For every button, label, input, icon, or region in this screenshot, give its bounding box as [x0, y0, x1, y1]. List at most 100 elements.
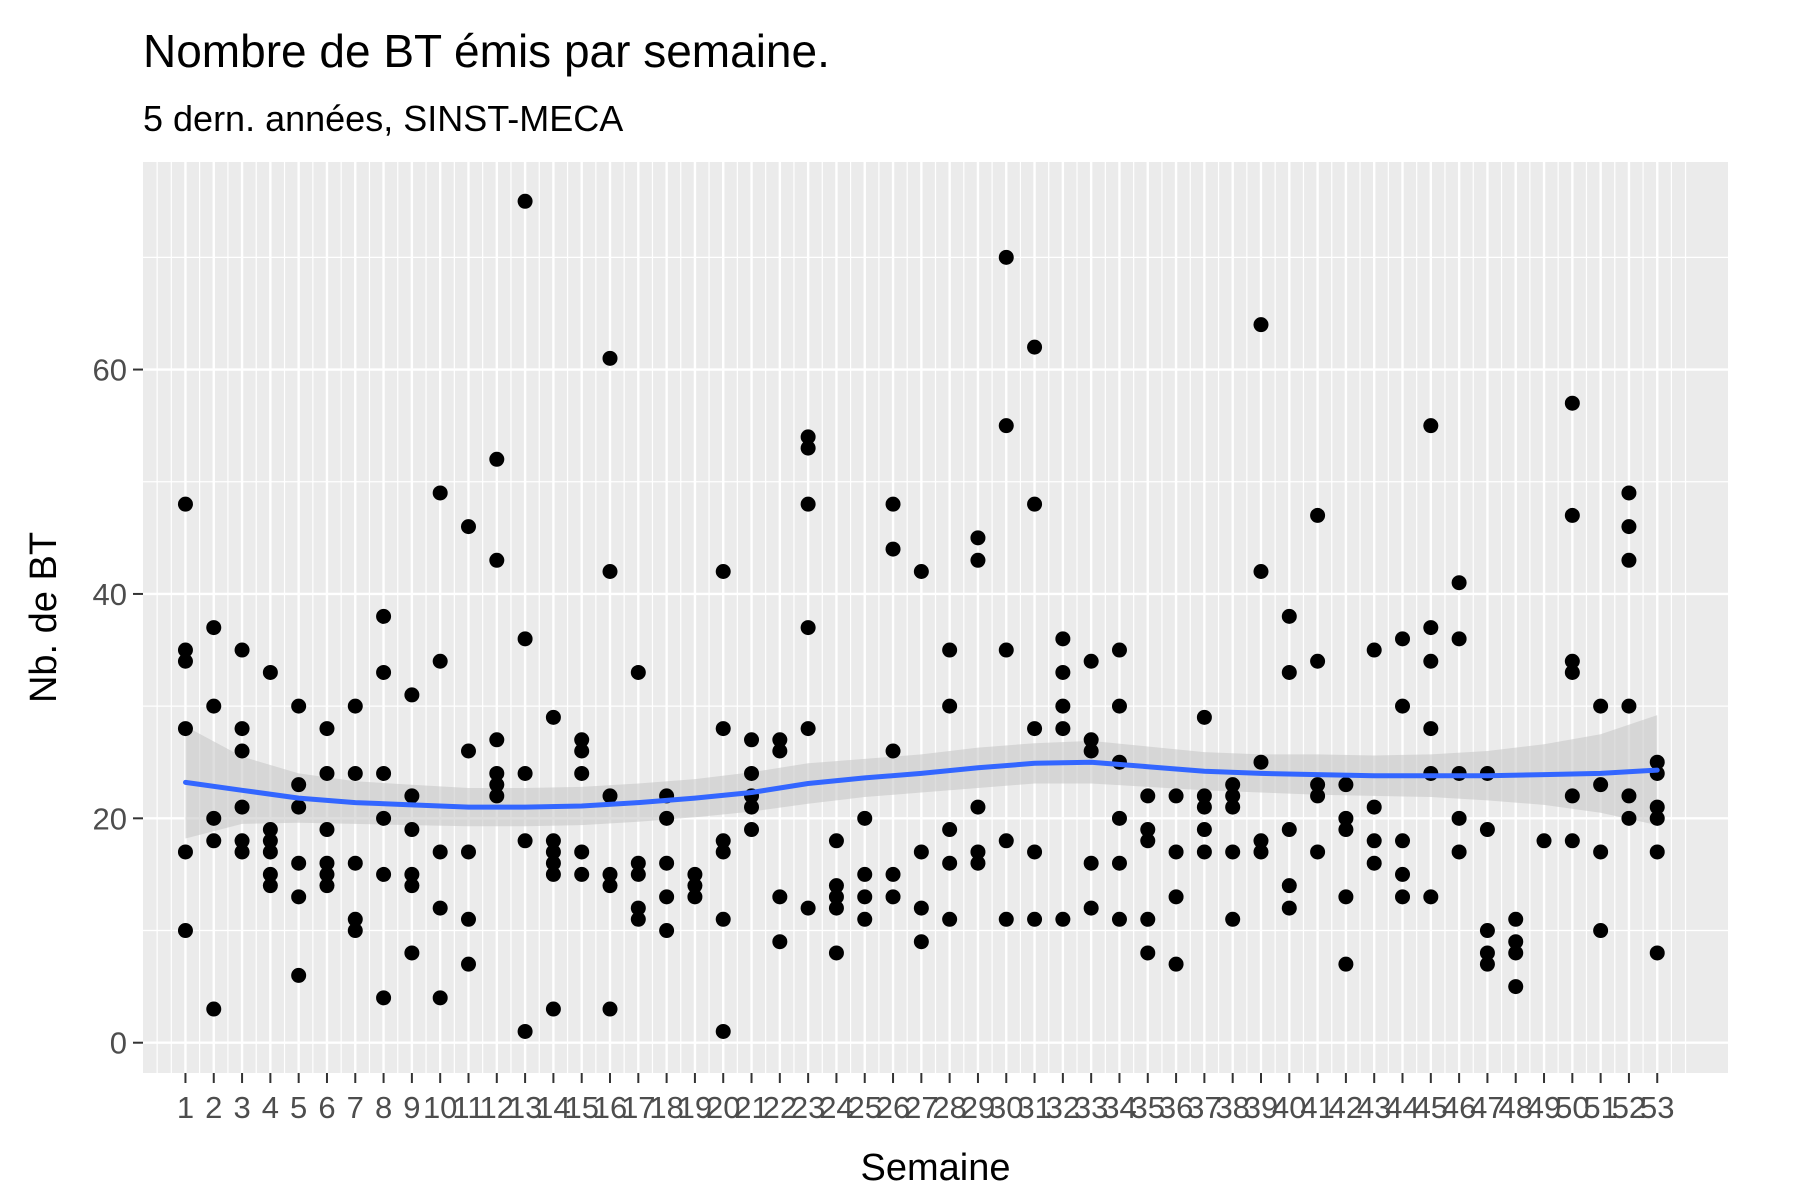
data-point — [942, 855, 958, 871]
data-point — [1253, 317, 1269, 333]
data-point — [1649, 754, 1665, 770]
data-point — [319, 855, 335, 871]
data-point — [1451, 575, 1467, 591]
x-tick-label: 2 — [205, 1090, 222, 1125]
data-point — [1281, 608, 1297, 624]
data-point — [517, 193, 533, 209]
data-point — [404, 822, 420, 838]
data-point — [376, 810, 392, 826]
data-point — [206, 698, 222, 714]
data-point — [857, 810, 873, 826]
data-point — [715, 844, 731, 860]
x-tick-label: 4 — [262, 1090, 279, 1125]
data-point — [432, 900, 448, 916]
data-point — [1168, 956, 1184, 972]
data-point — [234, 833, 250, 849]
data-point — [460, 911, 476, 927]
data-point — [687, 889, 703, 905]
data-point — [1366, 833, 1382, 849]
data-point — [1564, 833, 1580, 849]
data-point — [1310, 844, 1326, 860]
data-point — [970, 552, 986, 568]
data-point — [1564, 653, 1580, 669]
data-point — [545, 1001, 561, 1017]
data-point — [1083, 900, 1099, 916]
smooth-line — [183, 759, 1660, 810]
data-point — [376, 990, 392, 1006]
data-point — [347, 698, 363, 714]
x-tick-label: 6 — [318, 1090, 335, 1125]
x-tick-label: 46 — [1442, 1090, 1476, 1125]
data-point — [347, 923, 363, 939]
data-point — [319, 765, 335, 781]
data-point — [1593, 923, 1609, 939]
data-point — [602, 1001, 618, 1017]
data-point — [1225, 799, 1241, 815]
data-point — [1395, 631, 1411, 647]
data-point — [177, 844, 193, 860]
data-point — [1253, 754, 1269, 770]
data-point — [545, 855, 561, 871]
data-point — [1281, 878, 1297, 894]
data-point — [1338, 777, 1354, 793]
data-point — [347, 911, 363, 927]
data-point — [800, 429, 816, 445]
data-point — [998, 642, 1014, 658]
data-point — [1140, 911, 1156, 927]
x-tick-label: 34 — [1102, 1090, 1136, 1125]
data-point — [489, 765, 505, 781]
data-point — [517, 631, 533, 647]
data-point — [659, 810, 675, 826]
data-point — [1083, 732, 1099, 748]
data-point — [1225, 788, 1241, 804]
data-point — [715, 911, 731, 927]
data-point — [262, 844, 278, 860]
data-point — [1564, 507, 1580, 523]
data-point — [460, 956, 476, 972]
data-point — [715, 1023, 731, 1039]
data-point — [602, 878, 618, 894]
data-point — [970, 855, 986, 871]
data-point — [1338, 810, 1354, 826]
data-point — [1281, 822, 1297, 838]
data-point — [857, 889, 873, 905]
data-point — [545, 844, 561, 860]
data-point — [913, 564, 929, 580]
data-point — [1479, 822, 1495, 838]
data-point — [1055, 721, 1071, 737]
data-point — [602, 564, 618, 580]
data-point — [517, 833, 533, 849]
data-point — [291, 889, 307, 905]
x-tick-label: 49 — [1527, 1090, 1561, 1125]
x-tick-label: 26 — [876, 1090, 910, 1125]
data-point — [630, 855, 646, 871]
data-point — [828, 900, 844, 916]
x-tick-label: 32 — [1046, 1090, 1080, 1125]
data-point — [687, 878, 703, 894]
data-point — [1649, 799, 1665, 815]
data-point — [715, 721, 731, 737]
data-point — [1083, 653, 1099, 669]
data-point — [1055, 664, 1071, 680]
data-point — [1196, 799, 1212, 815]
data-point — [1338, 822, 1354, 838]
data-point — [659, 855, 675, 871]
data-point — [1423, 889, 1439, 905]
x-axis: 1 2 3 4 5 6 7 8 9 1011121314151617181920212223242… — [177, 1073, 1674, 1125]
data-point — [1027, 911, 1043, 927]
data-point — [1168, 788, 1184, 804]
data-point — [1225, 911, 1241, 927]
data-point — [432, 990, 448, 1006]
data-point — [998, 833, 1014, 849]
data-point — [1621, 485, 1637, 501]
data-point — [998, 418, 1014, 434]
data-point — [177, 721, 193, 737]
data-point — [1395, 889, 1411, 905]
data-point — [942, 698, 958, 714]
data-point — [857, 911, 873, 927]
data-point — [1253, 844, 1269, 860]
data-point — [913, 844, 929, 860]
data-point — [347, 855, 363, 871]
data-point — [1508, 945, 1524, 961]
data-point — [1621, 810, 1637, 826]
